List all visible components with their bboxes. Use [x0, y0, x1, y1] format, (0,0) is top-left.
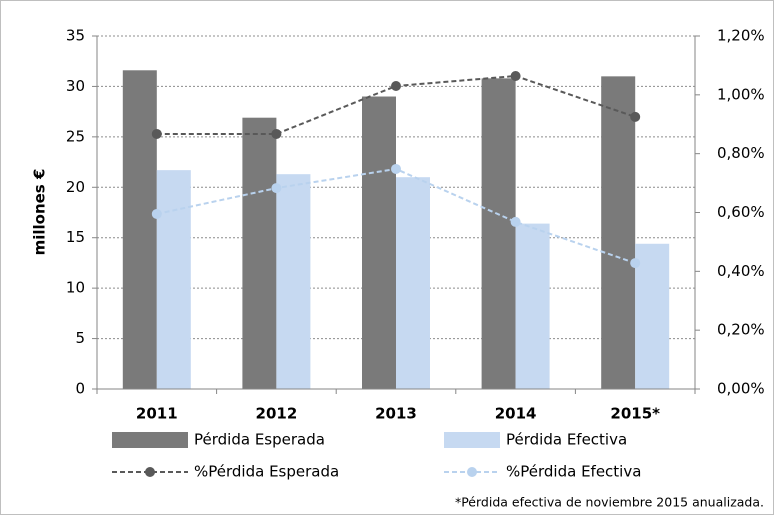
line-marker — [151, 208, 162, 219]
y2-tick-label: 0,80% — [717, 144, 765, 162]
legend-swatch — [444, 432, 500, 448]
y-tick-label: 25 — [66, 127, 85, 145]
x-tick-label: 2015* — [610, 405, 660, 423]
line-marker — [391, 81, 401, 92]
legend-label: %Pérdida Esperada — [194, 463, 339, 481]
y-tick-label: 20 — [66, 178, 85, 196]
x-tick-label: 2011 — [136, 405, 178, 423]
y-tick-label: 0 — [75, 380, 85, 398]
bar — [276, 174, 311, 389]
y-tick-label: 30 — [66, 77, 85, 95]
legend-label: Pérdida Esperada — [194, 431, 325, 449]
legend-label: Pérdida Efectiva — [506, 431, 627, 449]
bar — [156, 170, 191, 389]
y2-tick-label: 0,20% — [717, 321, 765, 339]
line-marker — [271, 128, 282, 139]
legend-swatch — [467, 467, 477, 477]
legend-swatch — [112, 432, 188, 448]
y2-tick-label: 1,00% — [717, 85, 765, 103]
legend-label: %Pérdida Efectiva — [506, 463, 641, 481]
x-tick-label: 2012 — [256, 405, 298, 423]
y2-tick-label: 0,40% — [717, 262, 765, 280]
line-marker — [271, 183, 282, 194]
line-marker — [630, 258, 641, 269]
y2-tick-label: 0,60% — [717, 203, 765, 221]
y-tick-label: 15 — [66, 228, 85, 246]
bar — [242, 117, 277, 390]
y2-tick-label: 1,20% — [717, 27, 765, 45]
bar — [515, 223, 550, 389]
y2-tick-label: 0,00% — [717, 380, 765, 398]
line-marker — [391, 163, 401, 174]
line-marker — [630, 111, 641, 122]
y-axis-label: millones € — [31, 169, 49, 256]
footnote: *Pérdida efectiva de noviembre 2015 anua… — [455, 495, 764, 510]
bar — [481, 78, 516, 390]
x-tick-label: 2013 — [375, 405, 417, 423]
legend-swatch — [145, 467, 155, 477]
bar — [122, 70, 157, 389]
bar — [396, 177, 430, 389]
y-tick-label: 10 — [66, 279, 85, 297]
line-marker — [510, 216, 521, 227]
y-tick-label: 5 — [75, 329, 85, 347]
bar — [601, 76, 636, 389]
bar — [635, 243, 670, 389]
bar — [362, 96, 396, 389]
y-tick-label: 35 — [66, 27, 85, 45]
line-marker — [510, 71, 521, 82]
line-marker — [151, 128, 162, 139]
x-tick-label: 2014 — [495, 405, 537, 423]
